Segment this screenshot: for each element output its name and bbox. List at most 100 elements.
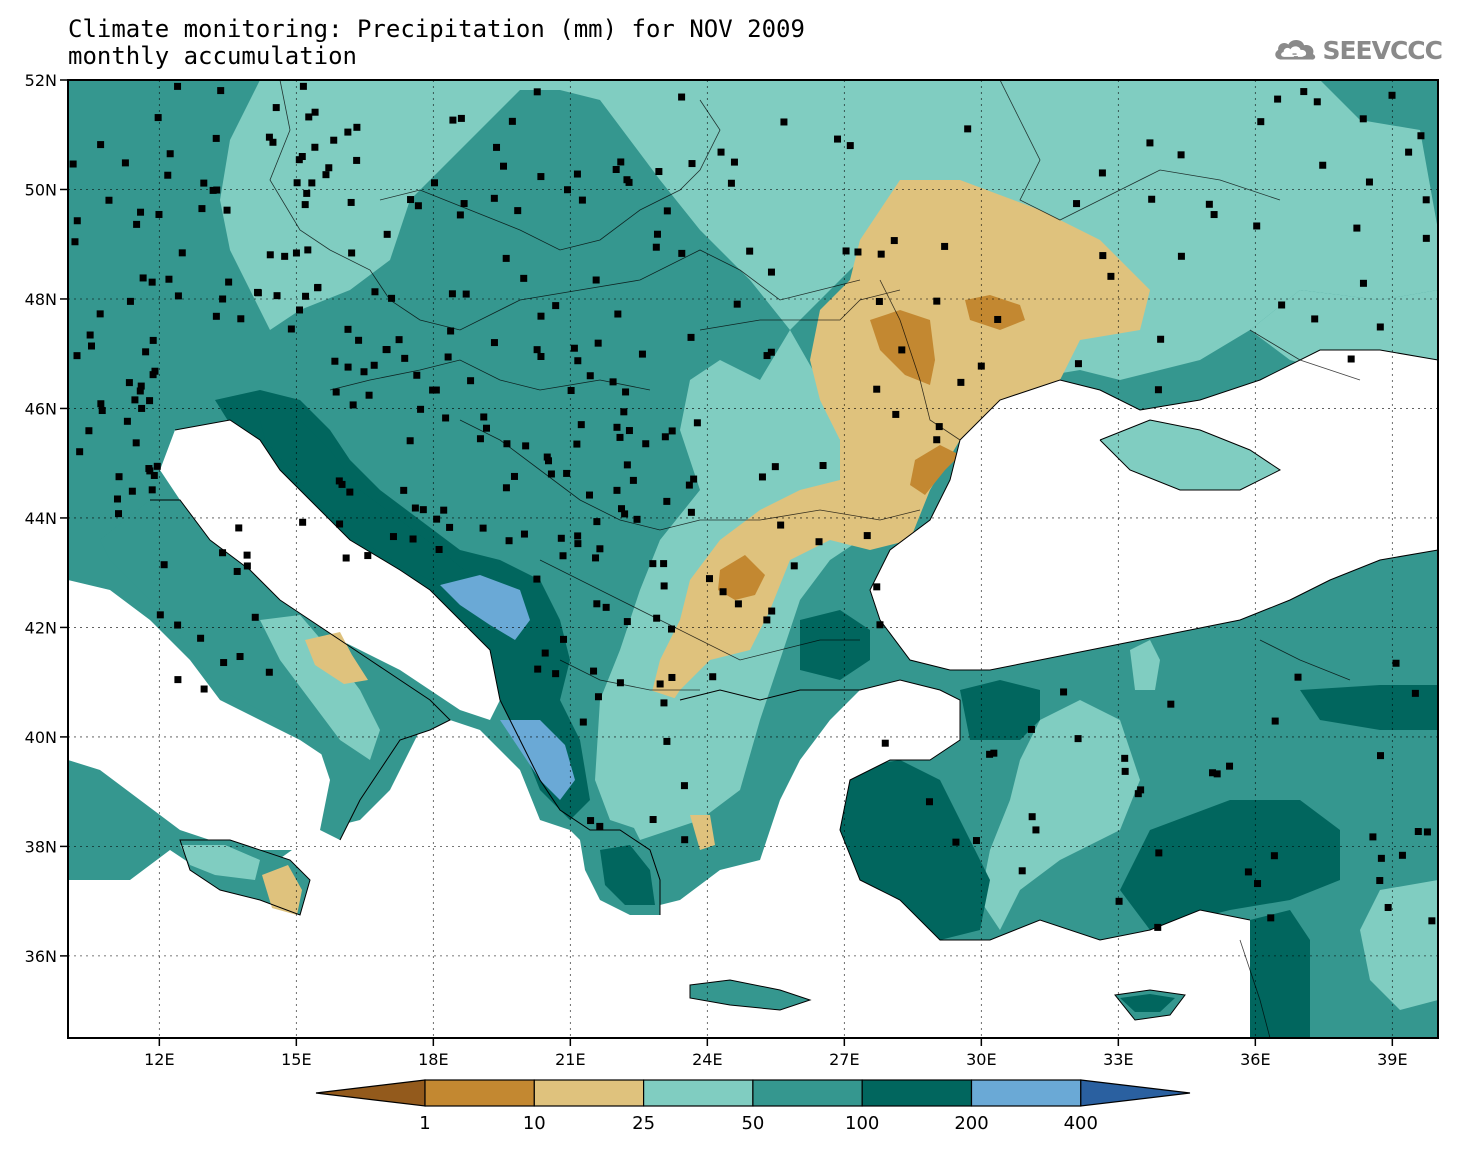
station-markers — [69, 82, 1436, 931]
station-marker — [281, 252, 289, 260]
colorbar-swatch — [424, 1079, 535, 1107]
station-marker — [298, 153, 306, 161]
station-marker — [875, 297, 883, 305]
colorbar-label: 10 — [523, 1113, 546, 1134]
station-marker — [148, 278, 156, 286]
station-marker — [622, 388, 630, 396]
station-marker — [594, 339, 602, 347]
station-marker — [596, 545, 604, 553]
crimea-land — [1100, 420, 1280, 490]
station-marker — [97, 400, 105, 408]
station-marker — [123, 417, 131, 425]
station-marker — [1210, 211, 1218, 219]
station-marker — [273, 292, 281, 300]
station-marker — [1115, 897, 1123, 905]
station-marker — [88, 342, 96, 350]
colorbar-swatch — [861, 1079, 973, 1107]
station-marker — [1027, 725, 1035, 733]
precip-region-100-200-dinaric — [215, 390, 590, 820]
title-line-2: monthly accumulation — [68, 42, 357, 70]
station-marker — [972, 837, 980, 845]
station-marker — [1423, 828, 1431, 836]
station-marker — [1134, 790, 1142, 798]
italy-light — [260, 615, 380, 760]
station-marker — [1359, 279, 1367, 287]
precip-region-100-200-turkey-n — [960, 680, 1040, 740]
station-marker — [322, 171, 330, 179]
station-marker — [668, 673, 676, 681]
station-marker — [573, 170, 581, 178]
lon-tick-label: 27E — [829, 1050, 859, 1069]
precip-region-200-400-b — [500, 720, 575, 800]
station-marker — [365, 391, 373, 399]
station-marker — [156, 611, 164, 619]
lat-tick-label: 42N — [25, 618, 57, 637]
station-marker — [621, 510, 629, 518]
station-marker — [1257, 118, 1265, 126]
station-marker — [873, 385, 881, 393]
colorbar-label: 400 — [1064, 1113, 1098, 1134]
station-marker — [574, 357, 582, 365]
station-marker — [1146, 139, 1154, 147]
station-marker — [236, 653, 244, 661]
station-marker — [1205, 200, 1213, 208]
station-marker — [223, 206, 231, 214]
station-marker — [898, 346, 906, 354]
station-marker — [668, 427, 676, 435]
station-marker — [863, 532, 871, 540]
station-marker — [763, 352, 771, 360]
station-marker — [587, 817, 595, 825]
station-marker — [758, 473, 766, 481]
station-marker — [440, 506, 448, 514]
station-marker — [815, 538, 823, 546]
station-marker — [502, 254, 510, 262]
station-marker — [1411, 689, 1419, 697]
colorbar-label: 50 — [741, 1113, 764, 1134]
tyrrhenian-sea — [68, 580, 350, 850]
station-marker — [768, 607, 776, 615]
station-marker — [346, 488, 354, 496]
station-marker — [625, 427, 633, 435]
station-marker — [652, 243, 660, 251]
station-marker — [1253, 222, 1261, 230]
station-marker — [660, 560, 668, 568]
station-marker — [563, 469, 571, 477]
station-marker — [370, 361, 378, 369]
station-marker — [1369, 833, 1377, 841]
station-marker — [353, 123, 361, 131]
station-marker — [567, 387, 575, 395]
station-marker — [819, 462, 827, 470]
station-marker — [557, 534, 565, 542]
station-marker — [767, 348, 775, 356]
station-marker — [681, 836, 689, 844]
lat-tick-label: 48N — [25, 290, 57, 309]
station-marker — [534, 665, 542, 673]
station-marker — [73, 352, 81, 360]
station-marker — [155, 210, 163, 218]
logo-text: SEEVCCC — [1322, 35, 1443, 65]
station-marker — [479, 524, 487, 532]
station-marker — [767, 268, 775, 276]
station-marker — [1254, 880, 1262, 888]
station-marker — [623, 618, 631, 626]
station-marker — [490, 339, 498, 347]
station-marker — [460, 200, 468, 208]
station-marker — [174, 82, 182, 90]
station-marker — [660, 582, 668, 590]
seevccc-logo: SEEVCCC — [1272, 30, 1443, 70]
station-marker — [269, 138, 277, 146]
station-marker — [153, 462, 161, 470]
station-marker — [717, 148, 725, 156]
station-marker — [1377, 854, 1385, 862]
station-marker — [592, 554, 600, 562]
precip-region-10-25-attica — [690, 815, 715, 850]
station-marker — [1154, 386, 1162, 394]
lat-tick-label: 38N — [25, 837, 57, 856]
station-marker — [660, 699, 668, 707]
station-marker — [602, 603, 610, 611]
station-marker — [649, 560, 657, 568]
station-marker — [688, 160, 696, 168]
station-marker — [890, 237, 898, 245]
station-marker — [1319, 161, 1327, 169]
station-marker — [435, 545, 443, 553]
